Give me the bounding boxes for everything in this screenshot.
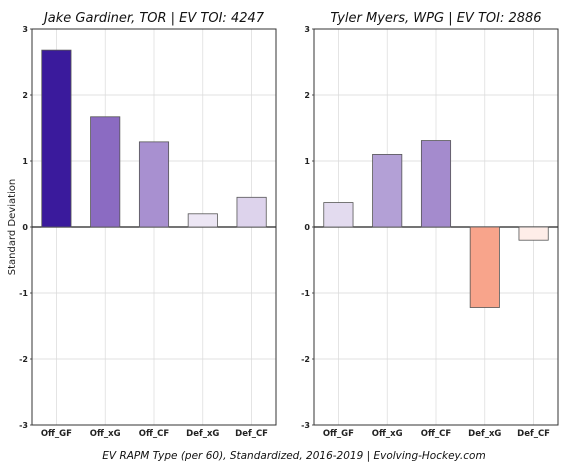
y-tick-label: 3 — [22, 25, 28, 34]
y-tick-label: 2 — [22, 91, 28, 100]
x-tick-label: Def_xG — [468, 429, 501, 439]
bar-off-cf — [138, 141, 170, 228]
panel-title: Jake Gardiner, TOR | EV TOI: 4247 — [41, 11, 265, 26]
x-tick-label: Def_CF — [517, 429, 550, 439]
bar-off-xg — [90, 116, 121, 228]
x-tick-label: Def_xG — [186, 429, 219, 439]
y-tick-label: 0 — [304, 223, 310, 232]
y-tick-label: -3 — [19, 421, 28, 430]
y-axis-label: Standard Deviation — [7, 179, 18, 276]
bar-off-gf — [323, 202, 354, 228]
panel-title: Tyler Myers, WPG | EV TOI: 2886 — [330, 11, 541, 26]
x-tick-label: Off_GF — [41, 429, 72, 439]
y-tick-label: 1 — [22, 157, 28, 166]
chart-footer: EV RAPM Type (per 60), Standardized, 201… — [102, 450, 485, 462]
x-tick-label: Def_CF — [235, 429, 268, 439]
bar-off-xg — [372, 153, 403, 228]
y-tick-label: 1 — [304, 157, 310, 166]
bar-off-cf — [420, 140, 452, 228]
x-tick-label: Off_CF — [139, 429, 170, 439]
bar-def-cf — [518, 226, 549, 241]
panel-tyler-myers: -3 -2 -1 0 1 2 3 Off_GF Off_xG Off_CF Def_xG Def_CF… — [301, 11, 559, 439]
y-tick-label: -2 — [19, 355, 28, 364]
y-tick-label: -2 — [301, 355, 310, 364]
x-tick-label: Off_xG — [372, 429, 403, 439]
y-tick-label: -1 — [19, 289, 28, 298]
x-tick-label: Off_xG — [90, 429, 121, 439]
x-tick-label: Off_GF — [323, 429, 354, 439]
bar-off-gf — [41, 49, 72, 228]
bar-def-xg — [187, 213, 218, 228]
y-tick-label: 3 — [304, 25, 310, 34]
bar-def-xg — [469, 226, 500, 308]
y-tick-label: -1 — [301, 289, 310, 298]
y-tick-label: -3 — [301, 421, 310, 430]
x-tick-label: Off_CF — [421, 429, 452, 439]
panel-jake-gardiner: -3 -2 -1 0 1 2 3 Off_GF Off_xG Off_CF Def_xG Def_CF… — [7, 11, 277, 439]
y-tick-label: 0 — [22, 223, 28, 232]
y-tick-label: 2 — [304, 91, 310, 100]
bar-def-cf — [236, 196, 267, 228]
